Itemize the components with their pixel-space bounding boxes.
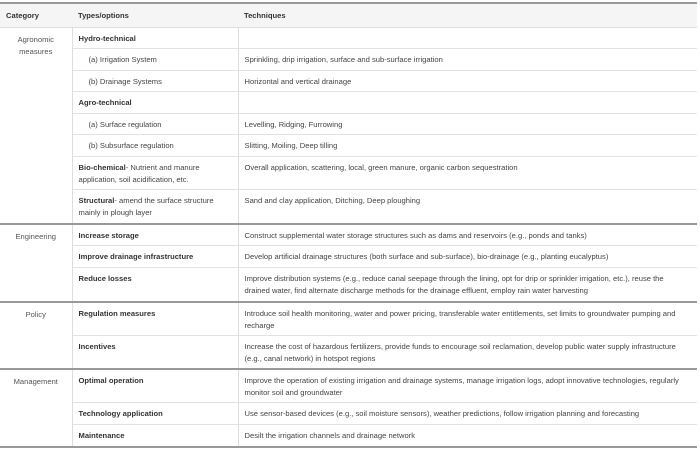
type-cell: Hydro-technical <box>72 27 239 49</box>
type-cell: Optimal operation <box>72 368 239 403</box>
type-cell: Improve drainage infrastructure <box>72 245 239 268</box>
type-cell: Increase storage <box>72 223 239 246</box>
table-row: (a) Surface regulation Levelling, Ridging… <box>0 113 697 135</box>
type-cell: Bio-chemical- Nutrient and manure applic… <box>72 156 239 190</box>
type-title: Incentives <box>78 342 116 351</box>
technique-cell: Introduce soil health monitoring, water … <box>238 301 697 336</box>
technique-cell <box>238 27 697 49</box>
table-row: (b) Subsurface regulation Slitting, Moili… <box>0 134 697 157</box>
measures-table: Category Types/options Techniques Agrono… <box>0 2 697 448</box>
table-row: Agronomic measures Hydro-technical <box>0 27 697 225</box>
category-cell: Management <box>0 368 73 448</box>
table-body: Agronomic measures Hydro-technical (a) Irr… <box>0 27 697 448</box>
technique-cell <box>238 91 697 114</box>
type-title: Technology application <box>78 409 163 418</box>
table-row: Management Optimal operation Improve the o… <box>0 368 697 448</box>
type-description: (b) Drainage Systems <box>88 77 162 86</box>
technique-cell: Slitting, Moiling, Deep tilling <box>238 134 697 157</box>
type-title: Reduce losses <box>78 274 132 283</box>
technique-cell: Sand and clay application, Ditching, Dee… <box>238 189 697 225</box>
type-title: Optimal operation <box>78 375 144 385</box>
type-description: (a) Surface regulation <box>88 120 162 129</box>
type-title: Increase storage <box>78 230 139 240</box>
type-cell: (b) Drainage Systems <box>72 70 239 92</box>
type-title: Improve drainage infrastructure <box>78 252 194 261</box>
header-category: Category <box>0 2 72 28</box>
type-title: Structural <box>78 196 115 205</box>
type-cell: (b) Subsurface regulation <box>72 134 239 157</box>
type-cell: Technology application <box>72 402 239 425</box>
header-row: Category Types/options Techniques <box>0 2 697 28</box>
technique-cell: Desilt the irrigation channels and drain… <box>238 424 697 448</box>
table-row: (b) Drainage Systems Horizontal and verti… <box>0 70 697 92</box>
type-title: Maintenance <box>78 431 125 440</box>
technique-cell: Improve the operation of existing irriga… <box>238 368 697 403</box>
technique-cell: Horizontal and vertical drainage <box>238 70 697 92</box>
type-title: Regulation measures <box>78 308 156 318</box>
table-row: Policy Regulation measures Introduce soil … <box>0 301 697 370</box>
technique-cell: Use sensor-based devices (e.g., soil moi… <box>238 402 697 425</box>
type-cell: Incentives <box>72 335 239 370</box>
type-description: - Nutrient and manure application, soil … <box>78 163 200 184</box>
table-row: Bio-chemical- Nutrient and manure applic… <box>0 156 697 190</box>
category-cell: Agronomic measures <box>0 27 73 225</box>
table-row: (a) Irrigation System Sprinkling, drip ir… <box>0 48 697 71</box>
type-title: Agro-technical <box>78 98 132 107</box>
table-row: Agro-technical <box>0 91 697 114</box>
type-cell: Regulation measures <box>72 301 239 336</box>
technique-cell: Levelling, Ridging, Furrowing <box>238 113 697 135</box>
type-description: (b) Subsurface regulation <box>88 141 174 150</box>
type-description: (a) Irrigation System <box>88 55 157 64</box>
type-description: - amend the surface structure mainly in … <box>78 196 214 217</box>
type-cell: Structural- amend the surface structure … <box>72 189 239 225</box>
header-types: Types/options <box>72 2 238 28</box>
table-row: Reduce losses Improve distribution system… <box>0 267 697 303</box>
type-cell: Reduce losses <box>72 267 239 303</box>
technique-cell: Overall application, scattering, local, … <box>238 156 697 190</box>
header-techniques: Techniques <box>238 2 697 28</box>
technique-cell: Sprinkling, drip irrigation, surface and… <box>238 48 697 71</box>
type-title: Bio-chemical <box>78 163 126 172</box>
technique-cell: Increase the cost of hazardous fertilize… <box>238 335 697 370</box>
type-cell: (a) Surface regulation <box>72 113 239 135</box>
category-cell: Policy <box>0 301 73 370</box>
type-cell: (a) Irrigation System <box>72 48 239 71</box>
table-row: Structural- amend the surface structure … <box>0 189 697 225</box>
table-row: Improve drainage infrastructure Develop a… <box>0 245 697 268</box>
type-cell: Agro-technical <box>72 91 239 114</box>
table-row: Maintenance Desilt the irrigation channel… <box>0 424 697 448</box>
technique-cell: Construct supplemental water storage str… <box>238 223 697 246</box>
type-title: Hydro-technical <box>78 34 136 43</box>
technique-cell: Improve distribution systems (e.g., redu… <box>238 267 697 303</box>
category-cell: Engineering <box>0 223 73 303</box>
table-row: Incentives Increase the cost of hazardous… <box>0 335 697 370</box>
technique-cell: Develop artificial drainage structures (… <box>238 245 697 268</box>
table-row: Technology application Use sensor-based d… <box>0 402 697 425</box>
type-cell: Maintenance <box>72 424 239 448</box>
table-row: Engineering Increase storage Construct sup… <box>0 223 697 303</box>
